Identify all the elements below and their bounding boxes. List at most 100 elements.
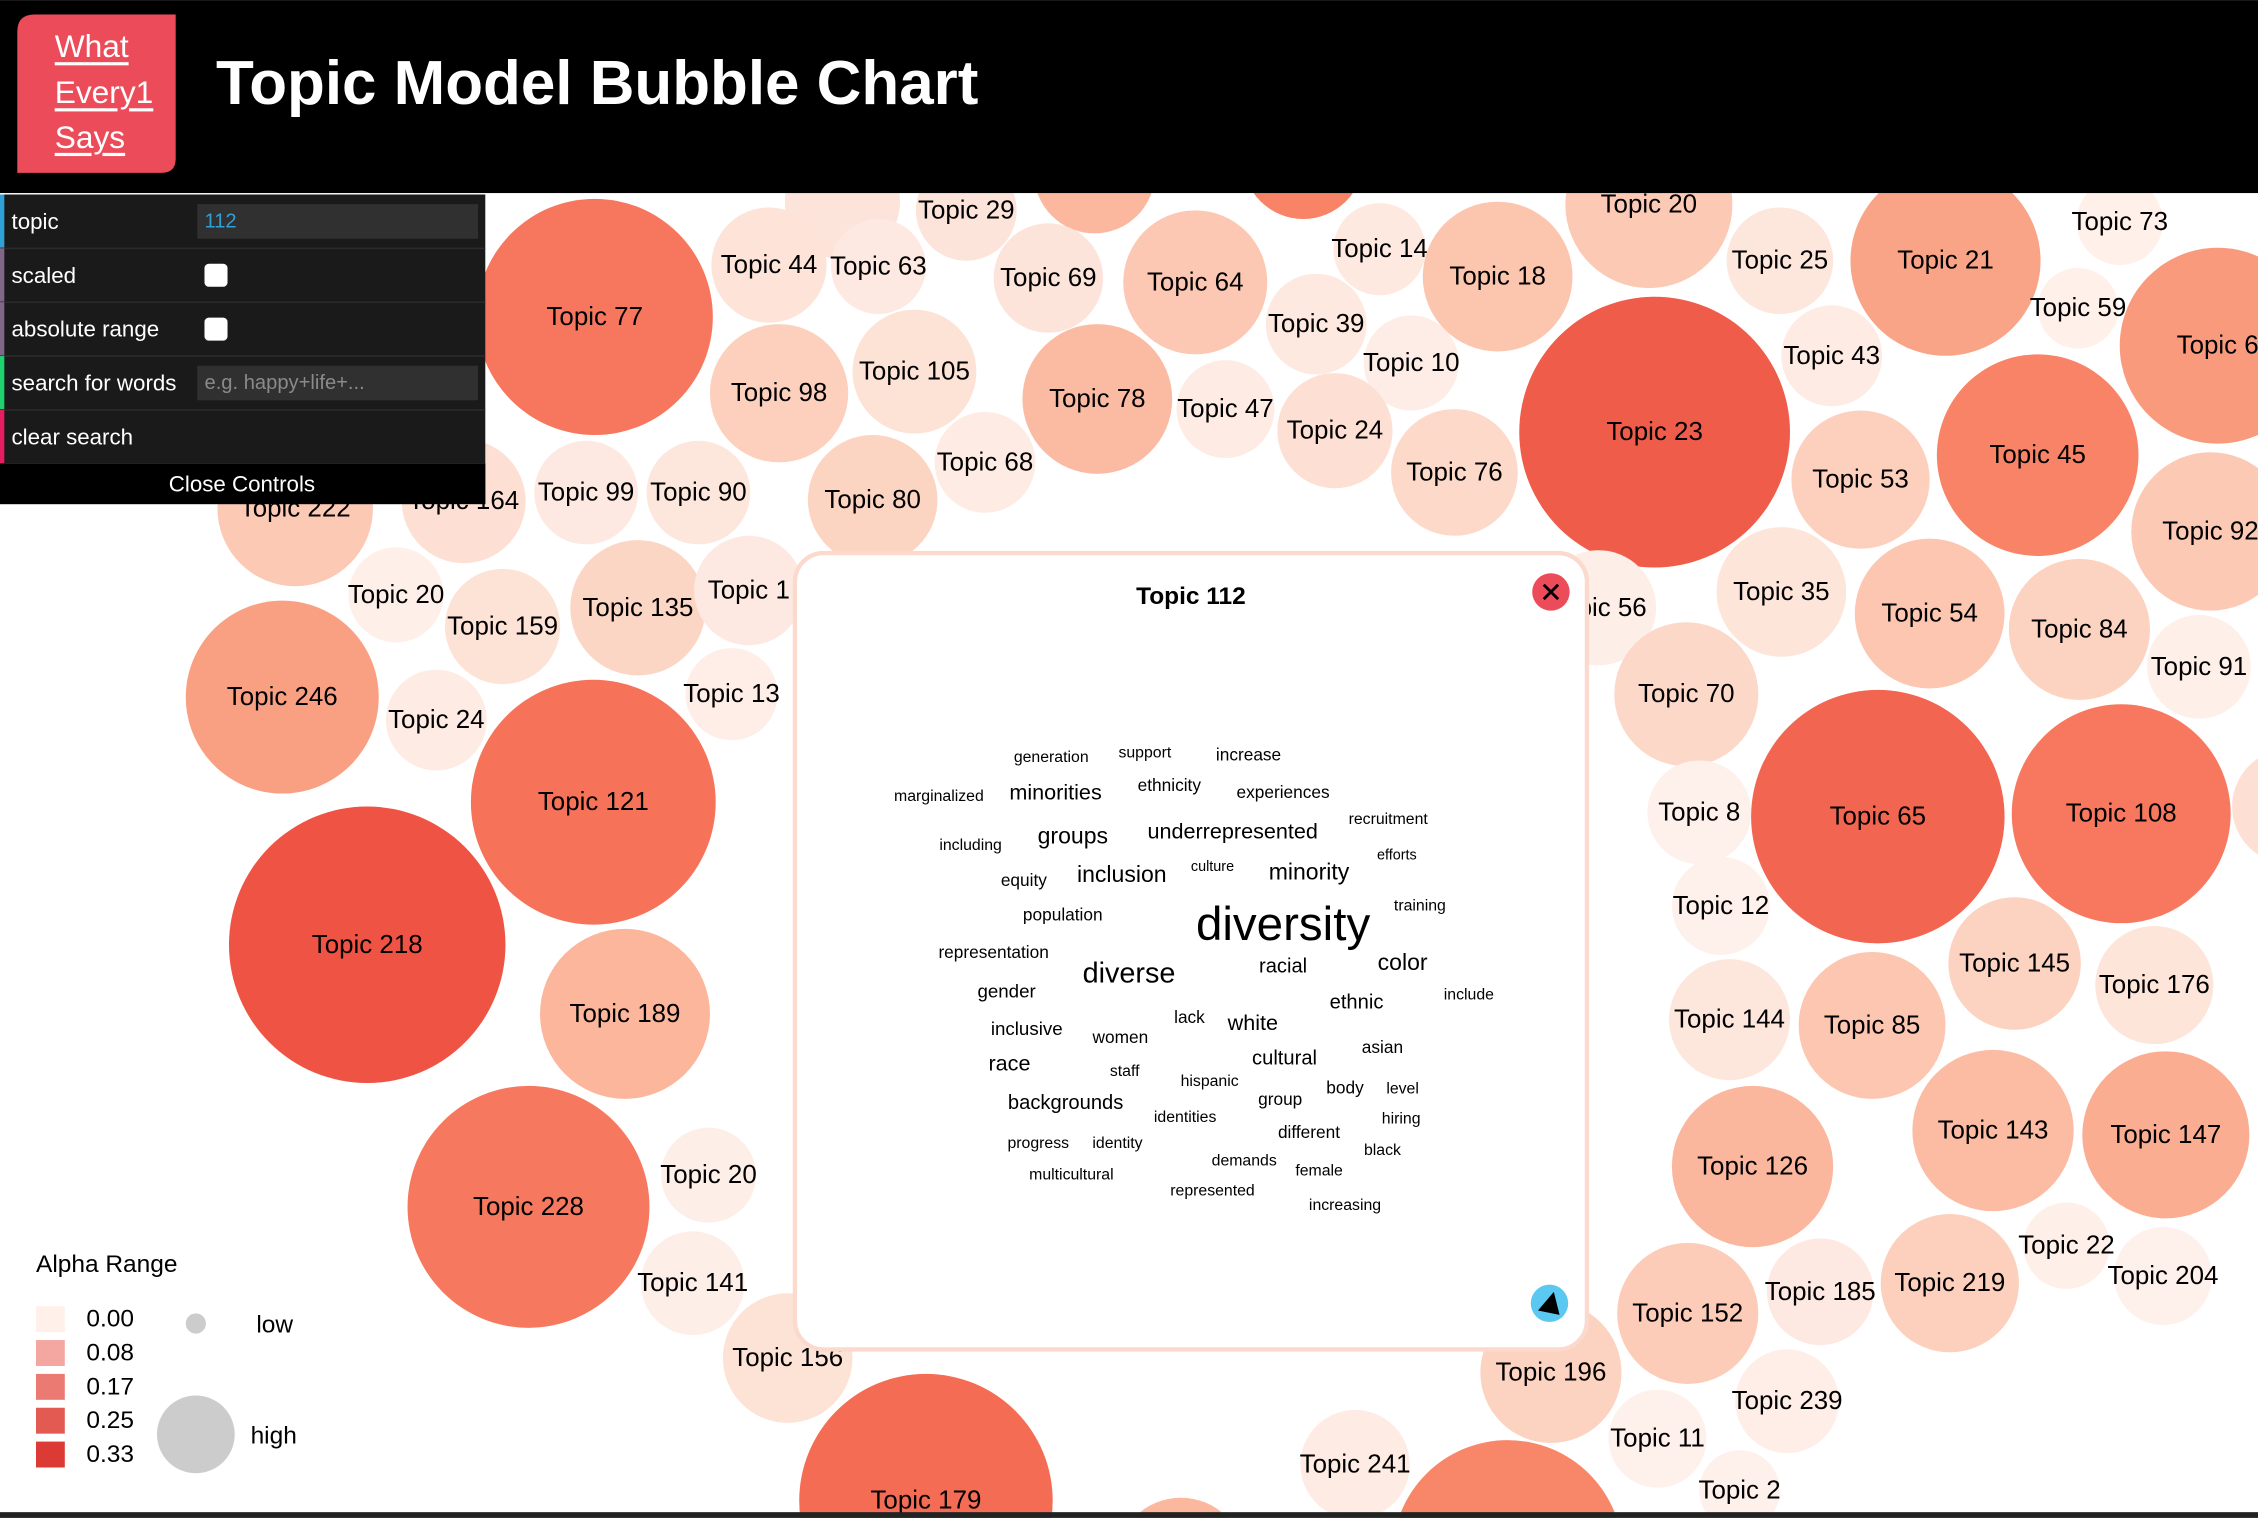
bubble[interactable]: Topic 77 xyxy=(476,198,713,435)
text-input[interactable] xyxy=(197,365,479,401)
bubble-circle[interactable] xyxy=(1791,410,1930,549)
bubble-label[interactable]: Topic 239 xyxy=(1732,1387,1843,1415)
bubble[interactable]: Topic 39 xyxy=(1265,273,1367,375)
bubble-circle[interactable] xyxy=(2011,704,2231,924)
bubble[interactable]: Topic 159 xyxy=(444,568,561,685)
bubble[interactable]: Topic 24 xyxy=(1277,373,1393,489)
bubble[interactable]: Topic 68 xyxy=(934,411,1036,513)
bubble-label[interactable]: Topic 73 xyxy=(2072,208,2169,236)
bubble-circle[interactable] xyxy=(709,324,849,463)
bubble-label[interactable]: Topic 90 xyxy=(650,479,747,507)
bubble-circle[interactable] xyxy=(1617,1242,1759,1384)
bubble-label[interactable]: Topic 43 xyxy=(1783,342,1880,370)
bubble-label[interactable]: Topic 241 xyxy=(1300,1451,1411,1479)
bubble[interactable]: Topic 22 xyxy=(2018,1202,2115,1289)
bubble-circle[interactable] xyxy=(1716,527,1847,657)
bubble[interactable]: Topic 59 xyxy=(2030,267,2126,349)
bubble-label[interactable]: Topic 14 xyxy=(1331,235,1428,263)
bubble-label[interactable]: Topic 126 xyxy=(1697,1153,1808,1181)
bubble[interactable]: Topic 91 xyxy=(2147,614,2251,719)
bubble-label[interactable]: Topic 63 xyxy=(830,253,927,281)
bubble-circle[interactable] xyxy=(1850,165,2041,356)
bubble-circle[interactable] xyxy=(2095,926,2214,1045)
bubble-label[interactable]: Topic 45 xyxy=(1989,441,2085,469)
control-label[interactable]: clear search xyxy=(12,424,134,449)
bubble-label[interactable]: Topic 35 xyxy=(1733,578,1829,606)
bubble-label[interactable]: Topic 64 xyxy=(1147,268,1244,296)
bubble-label[interactable]: Topic 85 xyxy=(1824,1011,1920,1039)
bubble-circle[interactable] xyxy=(2113,1227,2212,1325)
bubble-circle[interactable] xyxy=(660,1127,757,1223)
bubble[interactable]: Topic 144 xyxy=(1669,959,1790,1081)
input-value[interactable]: 112 xyxy=(204,210,236,232)
bubble[interactable]: Topic 78 xyxy=(1022,324,1173,474)
bubble-label[interactable]: Topic 11 xyxy=(1610,1425,1705,1453)
bubble-circle[interactable] xyxy=(1735,1349,1839,1454)
bubble-label[interactable]: Topic 20 xyxy=(348,581,445,609)
bubble-label[interactable]: Topic 8 xyxy=(1658,798,1740,826)
bubble-label[interactable]: Topic 196 xyxy=(1495,1358,1606,1386)
bubble-circle[interactable] xyxy=(1422,201,1573,352)
bubble-circle[interactable] xyxy=(1363,315,1459,411)
bubble-circle[interactable] xyxy=(2008,558,2150,700)
bubble-circle[interactable] xyxy=(1671,856,1770,955)
bubble-circle[interactable] xyxy=(1519,296,1790,568)
bubble-label[interactable]: Topic 10 xyxy=(1363,349,1460,377)
text-input[interactable] xyxy=(197,204,479,239)
bubble[interactable]: Topic 246 xyxy=(185,600,379,794)
bubble-label[interactable]: Topic 92 xyxy=(2162,517,2258,545)
bubble-label[interactable]: Topic 84 xyxy=(2031,615,2127,643)
bubble-label[interactable]: Topic 24 xyxy=(1287,417,1384,445)
bubble[interactable]: Topic 121 xyxy=(470,679,716,925)
bubble-circle[interactable] xyxy=(1912,1049,2074,1212)
bubble[interactable]: Topic 20 xyxy=(660,1127,757,1223)
bubble-circle[interactable] xyxy=(540,928,710,1099)
bubble-label[interactable]: Topic 77 xyxy=(546,303,643,331)
bubble[interactable]: Topic 6 xyxy=(2119,247,2258,444)
bubble-label[interactable]: Topic 246 xyxy=(227,683,338,711)
bubble-label[interactable]: Topic 1 xyxy=(708,577,790,605)
bubble[interactable]: Topic 20 xyxy=(348,547,445,643)
bubble-circle[interactable] xyxy=(407,1085,650,1328)
bubble[interactable]: Topic 204 xyxy=(2108,1227,2219,1325)
bubble[interactable]: Topic 18 xyxy=(1422,201,1573,352)
bubble[interactable]: Topic 45 xyxy=(1936,354,2139,556)
bubble[interactable]: Topic 185 xyxy=(1765,1238,1876,1346)
bubble[interactable]: Topic 2 xyxy=(1699,1450,1781,1518)
bubble[interactable]: Topic 241 xyxy=(1300,1409,1411,1518)
bubble[interactable]: Topic 147 xyxy=(2082,1051,2250,1219)
bubble-circle[interactable] xyxy=(2119,247,2258,444)
bubble[interactable]: Topic 76 xyxy=(1391,409,1518,536)
bubble[interactable]: Topic 176 xyxy=(2095,926,2214,1045)
bubble-circle[interactable] xyxy=(2076,178,2163,266)
bubble[interactable]: Topic 11 xyxy=(1608,1389,1707,1488)
bubble-circle[interactable] xyxy=(1333,203,1426,296)
bubble-circle[interactable] xyxy=(1751,689,2005,944)
bubble[interactable]: Topic 24 xyxy=(385,669,487,771)
bubble-label[interactable]: Topic 219 xyxy=(1894,1269,2005,1297)
bubble[interactable]: Topic 53 xyxy=(1791,410,1930,549)
bubble-label[interactable]: Topic 47 xyxy=(1177,395,1274,423)
bubble-circle[interactable] xyxy=(807,434,938,565)
bubble-circle[interactable] xyxy=(830,218,926,315)
bubble[interactable]: Topic 105 xyxy=(852,309,977,434)
logo-text[interactable]: Says xyxy=(55,119,125,155)
bubble[interactable]: Topic 10 xyxy=(1363,315,1460,411)
bubble[interactable]: Topic 13 xyxy=(683,648,780,741)
bubble-circle[interactable] xyxy=(1854,538,2005,689)
bubble-label[interactable]: Topic 2 xyxy=(1699,1477,1781,1505)
bubble-label[interactable]: Topic 22 xyxy=(2018,1232,2114,1260)
bubble[interactable]: Topic 84 xyxy=(2008,558,2150,700)
bubble[interactable]: Topic 43 xyxy=(1781,305,1883,407)
bubble-label[interactable]: Topic 143 xyxy=(1938,1117,2049,1145)
bubble-label[interactable]: Topic 147 xyxy=(2110,1121,2221,1149)
bubble-circle[interactable] xyxy=(934,411,1036,513)
bubble-label[interactable]: Topic 152 xyxy=(1632,1299,1743,1327)
bubble-circle[interactable] xyxy=(348,547,444,643)
close-controls[interactable]: Close Controls xyxy=(169,471,315,496)
bubble-circle[interactable] xyxy=(852,309,977,434)
bubble-circle[interactable] xyxy=(1123,210,1268,355)
bubble-circle[interactable] xyxy=(1608,1389,1707,1488)
close-controls-bar[interactable] xyxy=(0,463,486,505)
bubble-label[interactable]: Topic 141 xyxy=(637,1269,748,1297)
